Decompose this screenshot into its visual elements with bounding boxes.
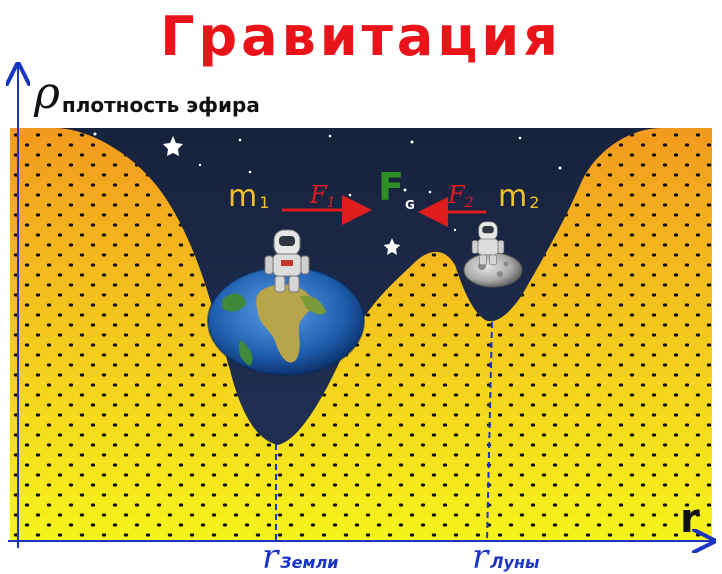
force-2-label: F2 — [447, 181, 474, 211]
earth-icon — [207, 266, 365, 376]
astronaut-icon — [264, 229, 310, 293]
page-title: Гравитация — [160, 5, 562, 68]
x-axis-label: r — [680, 496, 700, 542]
earth-marker-label: r Земли — [262, 537, 339, 574]
moon-marker-line — [486, 321, 493, 542]
force-1-label: F1 — [309, 181, 336, 211]
moon-marker-label: r Луны — [472, 537, 540, 574]
astronaut-icon — [471, 221, 505, 266]
gravity-force-label: FG — [378, 165, 415, 212]
y-axis-label: ρ плотность эфира — [33, 68, 260, 119]
star-icon — [93, 132, 562, 255]
